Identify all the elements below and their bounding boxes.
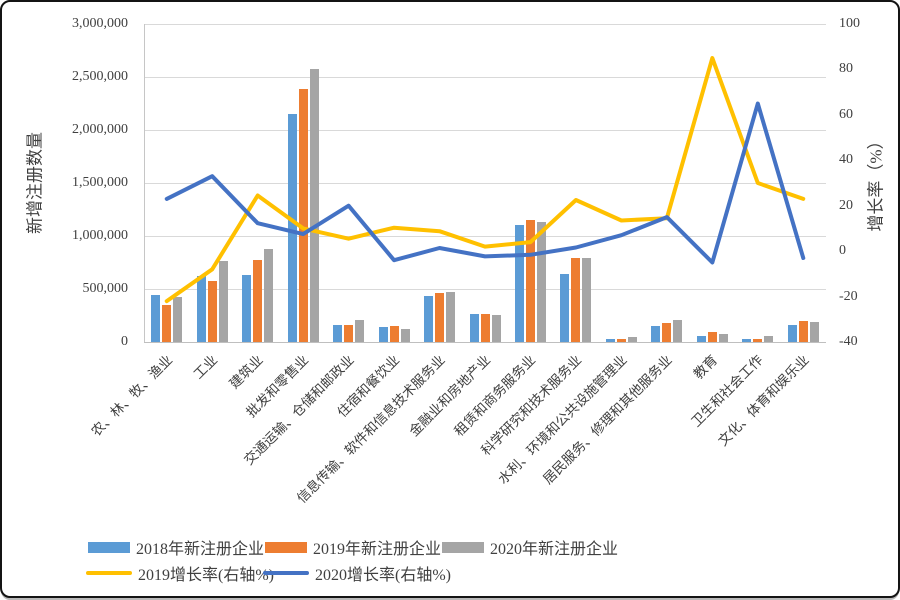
bar-2019年新注册企业 (571, 257, 581, 342)
bar-2018年新注册企业 (378, 326, 388, 342)
bar-2018年新注册企业 (242, 275, 252, 342)
bar-2019年新注册企业 (435, 292, 445, 342)
bar-2020年新注册企业 (218, 261, 228, 342)
bar-2020年新注册企业 (809, 322, 819, 342)
right-axis-tick-label: -20 (839, 288, 858, 304)
bar-2019年新注册企业 (389, 326, 399, 342)
bar-2019年新注册企业 (753, 339, 763, 342)
bar-2019年新注册企业 (207, 281, 217, 342)
bar-2018年新注册企业 (151, 295, 161, 342)
bar-2019年新注册企业 (298, 88, 308, 342)
left-axis-tick-label: 0 (121, 334, 128, 349)
legend-label-2018: 2018年新注册企业 (136, 541, 265, 558)
left-axis-title: 新增注册数量 (25, 132, 45, 234)
left-axis-tick-label: 1,000,000 (72, 228, 128, 243)
legend-item-2020-growth-line: 2020增长率(右轴%) (263, 564, 451, 584)
legend-swatch-2020 (442, 541, 484, 553)
left-axis-tick-label: 1,500,000 (72, 175, 128, 190)
legend-item-2020-bars: 2020年新注册企业 (442, 538, 619, 558)
legend-label-2019: 2019年新注册企业 (313, 541, 442, 558)
bar-2020年新注册企业 (309, 69, 319, 342)
legend-item-2019-growth-line: 2019增长率(右轴%) (86, 564, 274, 584)
x-axis-tick-label: 农、林、牧、渔业 (88, 352, 176, 440)
bar-2018年新注册企业 (514, 224, 524, 342)
y-axis-line (144, 24, 145, 342)
bar-2020年新注册企业 (446, 292, 456, 342)
bar-2019年新注册企业 (616, 338, 626, 342)
growth-line-2019增长率(右轴%) (164, 56, 806, 304)
bar-2019年新注册企业 (253, 260, 263, 342)
bar-2020年新注册企业 (264, 249, 274, 342)
bar-2020年新注册企业 (536, 222, 546, 342)
bar-2020年新注册企业 (355, 319, 365, 342)
legend-swatch-2019-growth (86, 571, 132, 575)
legend-label-2020-growth: 2020增长率(右轴%) (315, 567, 451, 584)
x-axis-tick-label: 建筑业 (226, 352, 266, 392)
x-axis-tick-label: 租赁和商务服务业 (451, 352, 539, 440)
gridline (144, 24, 826, 25)
left-axis-tick-label: 500,000 (82, 281, 129, 296)
bar-2018年新注册企业 (333, 325, 343, 342)
gridline (144, 130, 826, 131)
bar-2018年新注册企业 (787, 324, 797, 342)
bar-2020年新注册企业 (491, 314, 501, 342)
bar-2019年新注册企业 (525, 219, 535, 342)
legend-item-2019-bars: 2019年新注册企业 (265, 538, 442, 558)
right-axis-tick-label: -40 (839, 334, 858, 349)
x-axis-tick-label: 文化、体育和娱乐业 (715, 352, 812, 449)
bar-2018年新注册企业 (742, 339, 752, 342)
x-axis-tick-label: 金融业和房地产业 (406, 352, 494, 440)
bar-2019年新注册企业 (162, 305, 172, 342)
bar-2020年新注册企业 (582, 258, 592, 342)
bar-2018年新注册企业 (287, 114, 297, 342)
right-axis-tick-label: 60 (839, 106, 853, 122)
bar-2019年新注册企业 (707, 331, 717, 342)
bar-2018年新注册企业 (651, 325, 661, 342)
bar-2020年新注册企业 (764, 336, 774, 342)
bar-2018年新注册企业 (469, 314, 479, 342)
left-axis-tick-label: 2,000,000 (72, 122, 128, 137)
x-axis-tick-label: 工业 (190, 352, 221, 382)
bar-2018年新注册企业 (696, 336, 706, 342)
bar-2018年新注册企业 (424, 296, 434, 342)
x-axis-tick-label: 教育 (690, 352, 721, 382)
legend-label-2020: 2020年新注册企业 (490, 541, 619, 558)
legend-swatch-2018 (88, 541, 130, 553)
legend-item-2018-bars: 2018年新注册企业 (88, 538, 265, 558)
gridline (144, 236, 826, 237)
legend-swatch-2019 (265, 541, 307, 553)
bar-2019年新注册企业 (662, 322, 672, 342)
bar-2019年新注册企业 (798, 320, 808, 342)
bar-2018年新注册企业 (196, 276, 206, 342)
right-axis-tick-label: 0 (839, 243, 846, 259)
right-axis-tick-label: 20 (839, 197, 853, 213)
left-axis-tick-label: 3,000,000 (72, 16, 128, 31)
left-axis-tick-label: 2,500,000 (72, 69, 128, 84)
right-axis-title: 增长率（%） (866, 132, 886, 232)
bar-2019年新注册企业 (480, 314, 490, 342)
gridline (144, 183, 826, 184)
right-axis-tick-label: 40 (839, 152, 853, 168)
bar-2020年新注册企业 (627, 337, 637, 342)
right-axis-tick-label: 100 (839, 16, 860, 31)
bar-2019年新注册企业 (344, 324, 354, 342)
legend-label-2019-growth: 2019增长率(右轴%) (138, 567, 274, 584)
bar-2018年新注册企业 (605, 338, 615, 342)
bar-2020年新注册企业 (673, 319, 683, 342)
bar-2020年新注册企业 (718, 333, 728, 342)
gridline (144, 342, 826, 343)
bar-2020年新注册企业 (400, 328, 410, 342)
bar-2020年新注册企业 (173, 297, 183, 342)
bar-2018年新注册企业 (560, 274, 570, 342)
legend-swatch-2020-growth (263, 571, 309, 575)
gridline (144, 77, 826, 78)
right-axis-tick-label: 80 (839, 61, 853, 77)
